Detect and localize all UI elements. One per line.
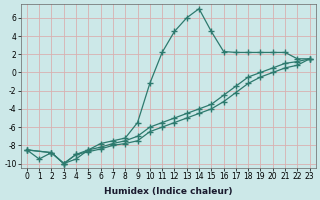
X-axis label: Humidex (Indice chaleur): Humidex (Indice chaleur) xyxy=(104,187,233,196)
